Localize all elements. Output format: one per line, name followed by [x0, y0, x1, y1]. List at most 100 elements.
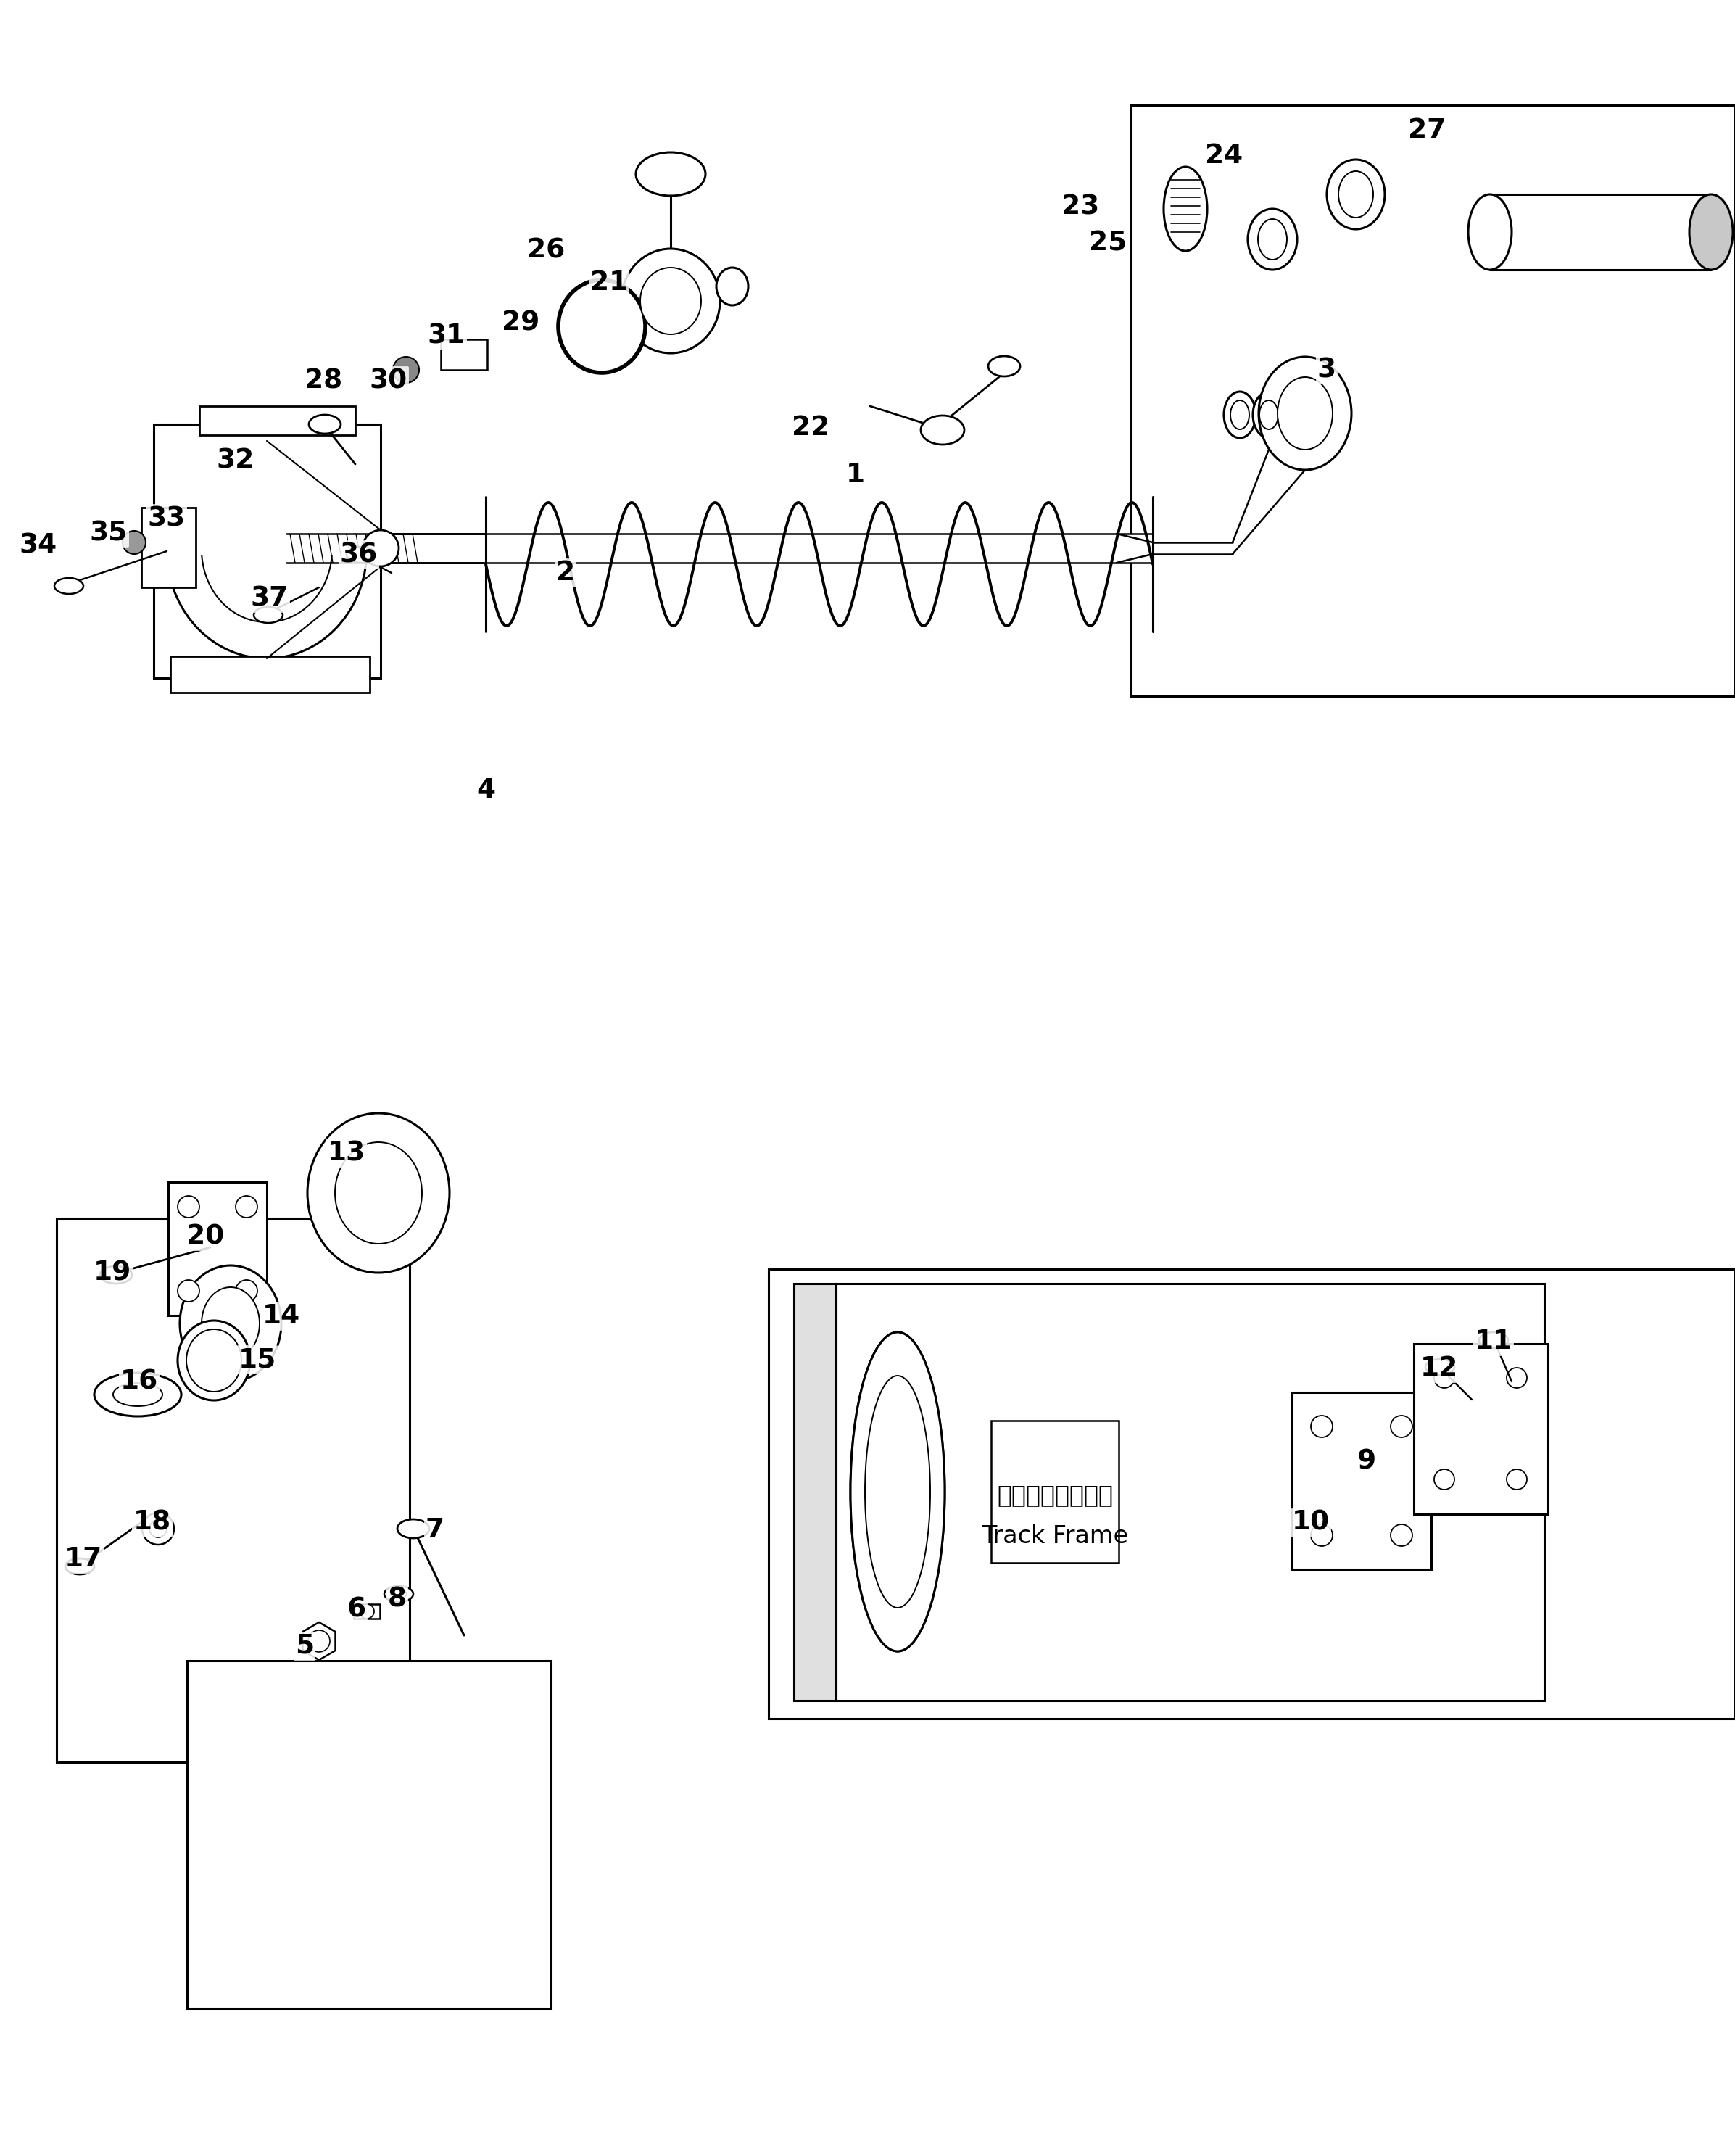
Text: 1: 1: [847, 461, 866, 487]
Ellipse shape: [390, 1589, 406, 1598]
Ellipse shape: [921, 416, 965, 444]
Ellipse shape: [1426, 1358, 1454, 1376]
Ellipse shape: [94, 1373, 180, 1416]
Ellipse shape: [850, 1332, 946, 1651]
Text: 13: 13: [328, 1141, 366, 1166]
Text: 2: 2: [555, 561, 574, 586]
Text: 19: 19: [94, 1259, 132, 1285]
Ellipse shape: [1260, 401, 1279, 429]
Text: 20: 20: [186, 1222, 224, 1250]
Polygon shape: [200, 405, 356, 436]
Text: 28: 28: [304, 369, 342, 395]
Text: 16: 16: [120, 1369, 158, 1395]
Ellipse shape: [335, 1143, 422, 1244]
Ellipse shape: [307, 1112, 449, 1272]
Bar: [836, 1283, 1544, 1701]
Circle shape: [1391, 1416, 1412, 1438]
Ellipse shape: [1327, 160, 1385, 229]
Text: Track Frame: Track Frame: [982, 1524, 1128, 1548]
Circle shape: [309, 1630, 330, 1651]
Text: 21: 21: [590, 270, 628, 295]
Circle shape: [359, 1604, 375, 1619]
Ellipse shape: [347, 548, 375, 563]
Text: 6: 6: [347, 1598, 366, 1623]
Text: 15: 15: [238, 1348, 276, 1373]
Text: 23: 23: [1062, 194, 1100, 220]
Text: 10: 10: [1293, 1509, 1329, 1535]
Polygon shape: [302, 1621, 335, 1660]
Ellipse shape: [1478, 1332, 1508, 1348]
Ellipse shape: [309, 414, 340, 433]
Text: トラックフレーム: トラックフレーム: [998, 1483, 1112, 1507]
Ellipse shape: [1282, 392, 1313, 438]
Ellipse shape: [201, 1287, 260, 1360]
Polygon shape: [170, 655, 370, 692]
Ellipse shape: [1164, 166, 1208, 250]
Ellipse shape: [383, 1587, 413, 1602]
Ellipse shape: [559, 280, 645, 373]
Ellipse shape: [397, 1520, 429, 1537]
Ellipse shape: [621, 248, 720, 354]
Ellipse shape: [1338, 170, 1372, 218]
Text: 26: 26: [527, 237, 566, 263]
Text: 36: 36: [340, 541, 378, 567]
Text: 11: 11: [1475, 1328, 1513, 1354]
Polygon shape: [441, 338, 488, 371]
Ellipse shape: [866, 1376, 930, 1608]
Ellipse shape: [1247, 209, 1298, 270]
Circle shape: [142, 1514, 174, 1544]
Circle shape: [1312, 1524, 1332, 1546]
Ellipse shape: [186, 1330, 241, 1391]
Ellipse shape: [1289, 401, 1306, 429]
Ellipse shape: [363, 530, 399, 567]
Polygon shape: [187, 1660, 552, 2009]
Circle shape: [149, 1520, 167, 1537]
Text: 4: 4: [477, 778, 494, 804]
Ellipse shape: [1258, 220, 1287, 259]
Circle shape: [1435, 1468, 1454, 1490]
Text: 37: 37: [252, 584, 288, 612]
Circle shape: [392, 356, 420, 384]
Circle shape: [1435, 1367, 1454, 1388]
Ellipse shape: [717, 267, 748, 306]
Text: 32: 32: [217, 448, 255, 474]
Ellipse shape: [1690, 194, 1733, 270]
Bar: [991, 1421, 1119, 1563]
Ellipse shape: [1258, 356, 1352, 470]
Text: 18: 18: [134, 1509, 172, 1535]
Circle shape: [1506, 1367, 1527, 1388]
Polygon shape: [154, 425, 380, 677]
Text: 31: 31: [429, 323, 465, 349]
Ellipse shape: [1230, 401, 1249, 429]
Text: 35: 35: [90, 520, 128, 545]
Ellipse shape: [101, 1266, 132, 1283]
Bar: [168, 1181, 267, 1315]
Text: 30: 30: [370, 369, 408, 395]
Polygon shape: [795, 1283, 836, 1701]
Circle shape: [1312, 1416, 1332, 1438]
Polygon shape: [141, 507, 196, 586]
Polygon shape: [1131, 106, 1735, 696]
Text: 8: 8: [389, 1587, 406, 1613]
Ellipse shape: [850, 1332, 946, 1651]
Text: 7: 7: [425, 1518, 444, 1544]
Text: 25: 25: [1090, 231, 1126, 257]
Text: 3: 3: [1317, 356, 1336, 384]
Text: 22: 22: [791, 414, 829, 442]
Circle shape: [1506, 1468, 1527, 1490]
Text: 24: 24: [1204, 142, 1242, 168]
Ellipse shape: [253, 608, 283, 623]
Ellipse shape: [1468, 194, 1511, 270]
Ellipse shape: [54, 578, 83, 593]
Text: 27: 27: [1407, 116, 1445, 144]
Polygon shape: [57, 1218, 409, 1761]
Ellipse shape: [989, 356, 1020, 377]
Text: 33: 33: [147, 505, 186, 533]
Text: 12: 12: [1421, 1356, 1457, 1382]
Circle shape: [177, 1197, 200, 1218]
Ellipse shape: [177, 1322, 250, 1401]
Circle shape: [236, 1281, 257, 1302]
Ellipse shape: [1277, 377, 1332, 451]
Circle shape: [177, 1281, 200, 1302]
Text: 14: 14: [262, 1302, 300, 1330]
